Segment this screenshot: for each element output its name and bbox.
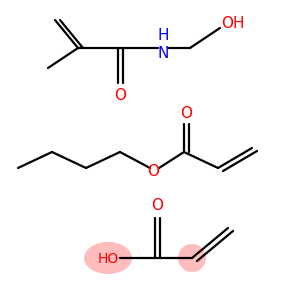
Text: N: N (157, 46, 169, 61)
Text: O: O (147, 164, 159, 179)
Text: O: O (151, 199, 163, 214)
Text: OH: OH (221, 16, 245, 32)
Text: O: O (114, 88, 126, 103)
Ellipse shape (84, 242, 132, 274)
Text: H: H (157, 28, 169, 44)
Ellipse shape (178, 244, 206, 272)
Text: HO: HO (98, 252, 118, 266)
Text: O: O (180, 106, 192, 122)
